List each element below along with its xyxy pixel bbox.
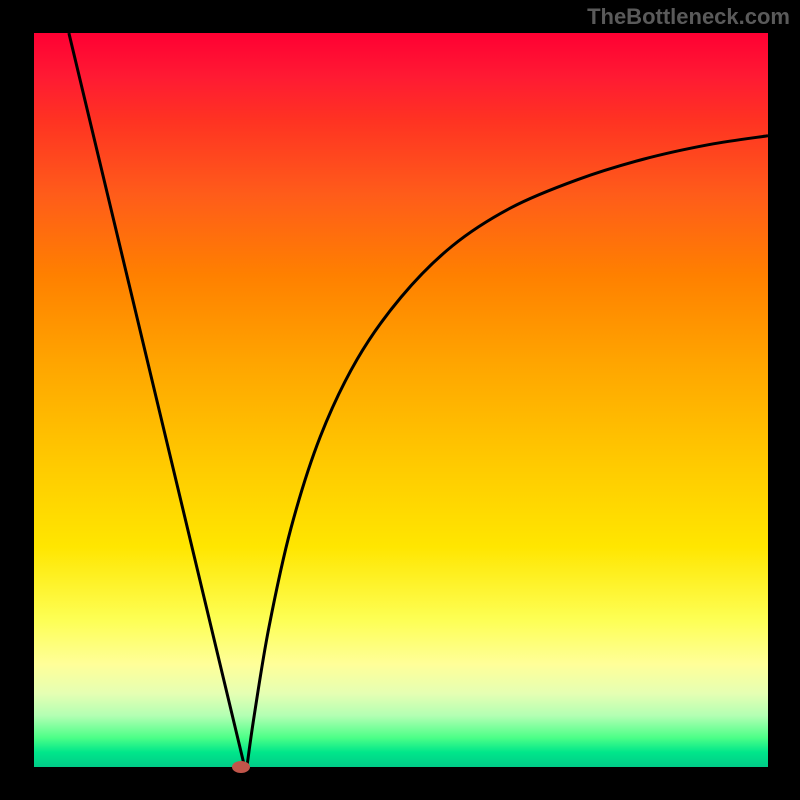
bottleneck-curve	[69, 33, 768, 767]
min-marker	[232, 761, 250, 773]
chart-container: TheBottleneck.com	[0, 0, 800, 800]
curve-overlay	[0, 0, 800, 800]
watermark-text: TheBottleneck.com	[587, 4, 790, 30]
